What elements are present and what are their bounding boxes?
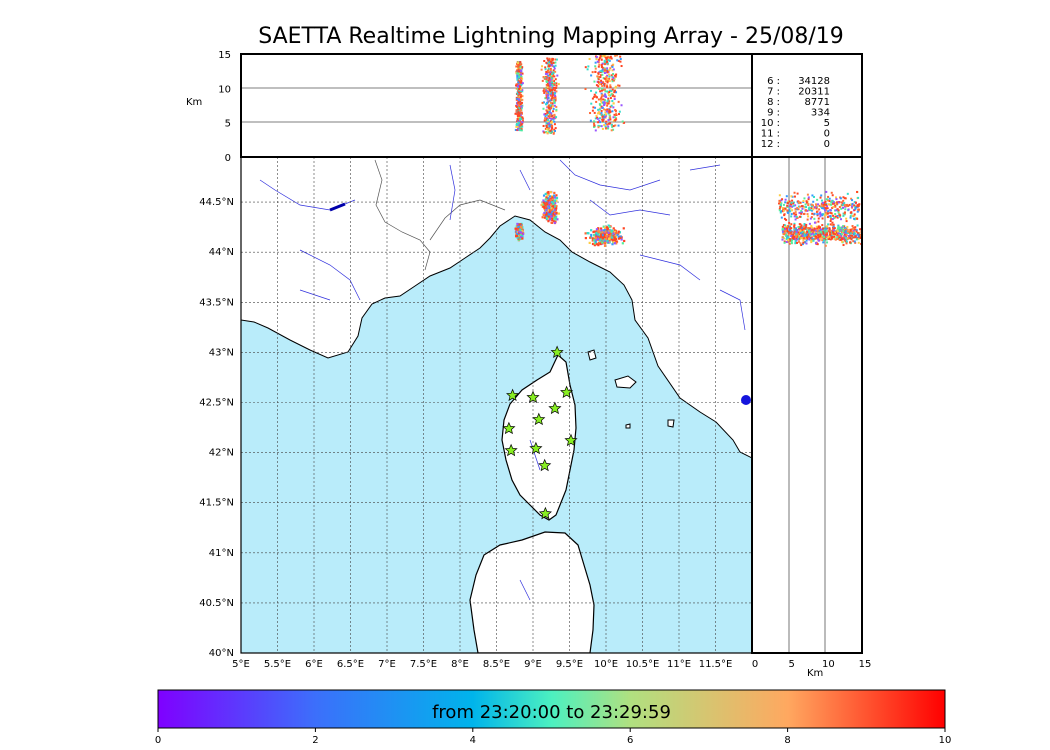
y-tick-label: 42.5°N xyxy=(199,398,234,409)
station-star xyxy=(538,458,552,472)
x-tick-label: 7°E xyxy=(378,659,396,670)
station-count-label: 10 : xyxy=(761,118,780,129)
station-star xyxy=(564,433,578,447)
station-star xyxy=(502,421,516,435)
station-count-label: 8 : xyxy=(767,97,780,108)
station-star xyxy=(538,506,552,520)
colorbar-tick-label: 10 xyxy=(939,735,952,746)
y-tick-label: 42°N xyxy=(209,448,234,459)
y-tick-label: 40°N xyxy=(209,648,234,659)
sardinia-island xyxy=(469,531,595,653)
elba-island xyxy=(614,375,637,389)
x-tick-label: 6.5°E xyxy=(337,659,364,670)
colorbar-tick-label: 8 xyxy=(784,735,790,746)
station-count-value: 34128 xyxy=(798,76,830,87)
blue-source-marker xyxy=(741,395,751,405)
y-tick-label: 41°N xyxy=(209,548,234,559)
station-count-value: 5 xyxy=(824,118,830,129)
y-tick-label: 40.5°N xyxy=(199,598,234,609)
x-tick-label: 8.5°E xyxy=(483,659,510,670)
x-tick-label: 7.5°E xyxy=(410,659,437,670)
x-tick-label: 10.5°E xyxy=(626,659,660,670)
colorbar-label: from 23:20:00 to 23:29:59 xyxy=(432,702,671,723)
time-colorbar: 0 2 4 6 8 10 xyxy=(155,689,952,746)
station-count-value: 334 xyxy=(811,108,830,119)
map-gridlines xyxy=(241,157,752,653)
land-masses xyxy=(241,157,752,653)
station-star xyxy=(506,388,520,402)
x-tick-label: 8°E xyxy=(451,659,469,670)
chart-title: SAETTA Realtime Lightning Mapping Array … xyxy=(258,24,844,49)
top-alt-tick-label: 5 xyxy=(225,119,231,130)
map-panel xyxy=(240,156,753,654)
station-count-value: 8771 xyxy=(805,97,830,108)
side-alt-tick-label: 5 xyxy=(788,659,794,670)
y-tick-label: 43°N xyxy=(209,347,234,358)
rivers xyxy=(259,159,746,601)
colorbar-tick-label: 2 xyxy=(312,735,318,746)
top-alt-tick-label: 10 xyxy=(218,84,231,95)
y-tick-label: 44°N xyxy=(209,247,234,258)
x-tick-label: 11.5°E xyxy=(699,659,733,670)
side-alt-tick-label: 15 xyxy=(859,659,872,670)
x-tick-label: 11°E xyxy=(667,659,691,670)
station-star xyxy=(529,441,543,455)
top-altitude-axis-label: Km xyxy=(186,97,202,108)
station-count-label: 12 : xyxy=(761,139,780,150)
station-count-value: 0 xyxy=(824,129,830,140)
y-tick-label: 44.5°N xyxy=(199,197,234,208)
station-markers xyxy=(502,345,578,520)
x-tick-label: 10°E xyxy=(594,659,618,670)
side-alt-tick-label: 0 xyxy=(752,659,758,670)
top-alt-tick-label: 0 xyxy=(225,153,231,164)
x-tick-label: 9.5°E xyxy=(556,659,583,670)
station-star xyxy=(560,385,574,399)
side-altitude-axis-label: Km xyxy=(807,668,823,679)
station-count-label: 7 : xyxy=(767,87,780,98)
station-count-value: 0 xyxy=(824,139,830,150)
lightning-sources-plan-view xyxy=(514,190,626,247)
station-star xyxy=(532,412,546,426)
y-tick-label: 43.5°N xyxy=(199,297,234,308)
station-star xyxy=(550,345,564,359)
side-alt-tick-label: 10 xyxy=(822,659,835,670)
top-alt-tick-label: 15 xyxy=(218,50,231,61)
axis-ticks: 5°E 5.5°E 6°E 6.5°E 7°E 7.5°E 8°E 8.5°E 9°E 9.5°E… xyxy=(199,50,871,670)
y-tick-label: 41.5°N xyxy=(199,498,234,509)
colorbar-tick-label: 0 xyxy=(155,735,161,746)
station-star xyxy=(504,443,518,457)
station-count-value: 20311 xyxy=(798,87,830,98)
altitude-lon-panel xyxy=(240,53,753,158)
station-count-label: 11 : xyxy=(761,129,780,140)
x-tick-label: 9°E xyxy=(524,659,542,670)
colorbar-tick-label: 6 xyxy=(627,735,633,746)
x-tick-label: 6°E xyxy=(305,659,323,670)
lightning-sources-alt-lat xyxy=(778,190,862,247)
altitude-lat-panel xyxy=(751,156,863,654)
lightning-sources-lon-alt xyxy=(514,54,626,135)
station-star xyxy=(526,390,540,404)
mainland-landmass xyxy=(241,157,752,459)
station-star xyxy=(548,401,562,415)
x-tick-label: 5.5°E xyxy=(264,659,291,670)
station-count-panel: 6 : 34128 7 : 20311 8 : 8771 9 : 334 10 : 5 11 : 0 1… xyxy=(751,53,863,158)
station-count-label: 9 : xyxy=(767,108,780,119)
x-tick-label: 5°E xyxy=(232,659,250,670)
station-count-label: 6 : xyxy=(767,76,780,87)
colorbar-tick-label: 4 xyxy=(470,735,476,746)
